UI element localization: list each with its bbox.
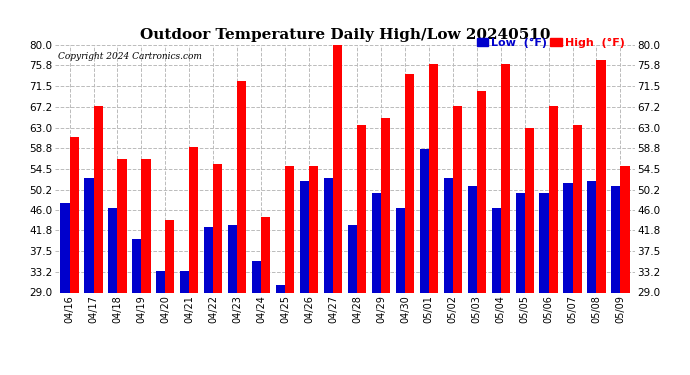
Bar — [141, 159, 150, 292]
Bar — [166, 220, 175, 292]
Bar — [156, 271, 166, 292]
Bar — [515, 193, 524, 292]
Bar — [540, 193, 549, 292]
Bar — [262, 217, 270, 292]
Bar — [228, 225, 237, 292]
Bar — [94, 106, 103, 292]
Bar — [300, 181, 309, 292]
Bar — [108, 208, 117, 292]
Bar — [453, 106, 462, 292]
Bar — [524, 128, 534, 292]
Bar — [309, 166, 318, 292]
Bar — [477, 91, 486, 292]
Bar — [348, 225, 357, 292]
Bar — [501, 64, 510, 292]
Bar — [204, 227, 213, 292]
Bar — [372, 193, 381, 292]
Title: Outdoor Temperature Daily High/Low 20240510: Outdoor Temperature Daily High/Low 20240… — [140, 28, 550, 42]
Bar — [70, 137, 79, 292]
Bar — [324, 178, 333, 292]
Bar — [468, 186, 477, 292]
Bar — [189, 147, 199, 292]
Bar — [396, 208, 405, 292]
Bar — [405, 74, 414, 292]
Legend: Low  (°F), High  (°F): Low (°F), High (°F) — [472, 33, 629, 52]
Bar — [333, 43, 342, 292]
Bar — [252, 261, 262, 292]
Bar — [357, 125, 366, 292]
Bar — [420, 149, 428, 292]
Bar — [276, 285, 285, 292]
Bar — [84, 178, 94, 292]
Bar — [428, 64, 438, 292]
Bar — [611, 186, 620, 292]
Bar — [564, 183, 573, 292]
Bar — [444, 178, 453, 292]
Bar — [117, 159, 126, 292]
Bar — [573, 125, 582, 292]
Bar — [596, 60, 606, 292]
Bar — [61, 203, 70, 292]
Bar — [549, 106, 558, 292]
Bar — [620, 166, 629, 292]
Bar — [132, 239, 141, 292]
Bar — [237, 81, 246, 292]
Bar — [285, 166, 294, 292]
Bar — [587, 181, 596, 292]
Bar — [213, 164, 222, 292]
Text: Copyright 2024 Cartronics.com: Copyright 2024 Cartronics.com — [58, 53, 202, 62]
Bar — [491, 208, 501, 292]
Bar — [381, 118, 390, 292]
Bar — [180, 271, 189, 292]
